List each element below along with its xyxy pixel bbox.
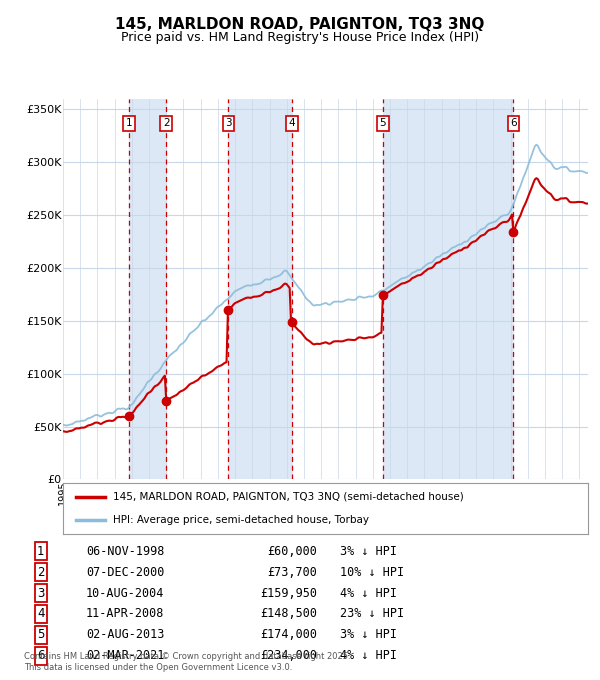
Text: £73,700: £73,700 (268, 566, 317, 579)
Text: 5: 5 (37, 628, 44, 641)
Text: 4: 4 (288, 118, 295, 129)
Text: 2: 2 (37, 566, 44, 579)
Text: £174,000: £174,000 (260, 628, 317, 641)
Text: £234,000: £234,000 (260, 649, 317, 662)
Text: 4% ↓ HPI: 4% ↓ HPI (340, 587, 397, 600)
Text: 3: 3 (37, 587, 44, 600)
Text: 10% ↓ HPI: 10% ↓ HPI (340, 566, 404, 579)
Text: 3: 3 (225, 118, 232, 129)
Text: 1: 1 (37, 545, 44, 558)
Text: 06-NOV-1998: 06-NOV-1998 (86, 545, 164, 558)
Text: £159,950: £159,950 (260, 587, 317, 600)
Text: Price paid vs. HM Land Registry's House Price Index (HPI): Price paid vs. HM Land Registry's House … (121, 31, 479, 44)
Text: 23% ↓ HPI: 23% ↓ HPI (340, 607, 404, 620)
Text: 07-DEC-2000: 07-DEC-2000 (86, 566, 164, 579)
Text: HPI: Average price, semi-detached house, Torbay: HPI: Average price, semi-detached house,… (113, 515, 369, 525)
Text: 2: 2 (163, 118, 170, 129)
Text: 145, MARLDON ROAD, PAIGNTON, TQ3 3NQ: 145, MARLDON ROAD, PAIGNTON, TQ3 3NQ (115, 17, 485, 32)
Text: 3% ↓ HPI: 3% ↓ HPI (340, 545, 397, 558)
Text: £60,000: £60,000 (268, 545, 317, 558)
Text: 11-APR-2008: 11-APR-2008 (86, 607, 164, 620)
Text: 4% ↓ HPI: 4% ↓ HPI (340, 649, 397, 662)
Bar (383, 99, 514, 479)
Bar (129, 99, 166, 479)
Text: 10-AUG-2004: 10-AUG-2004 (86, 587, 164, 600)
Text: 145, MARLDON ROAD, PAIGNTON, TQ3 3NQ (semi-detached house): 145, MARLDON ROAD, PAIGNTON, TQ3 3NQ (se… (113, 492, 464, 502)
Text: Contains HM Land Registry data © Crown copyright and database right 2025.
This d: Contains HM Land Registry data © Crown c… (24, 652, 350, 672)
Text: 1: 1 (126, 118, 133, 129)
Text: 5: 5 (380, 118, 386, 129)
Bar (229, 99, 292, 479)
Text: 6: 6 (510, 118, 517, 129)
Text: 02-AUG-2013: 02-AUG-2013 (86, 628, 164, 641)
Text: 6: 6 (37, 649, 44, 662)
Text: 02-MAR-2021: 02-MAR-2021 (86, 649, 164, 662)
Text: 4: 4 (37, 607, 44, 620)
Text: 3% ↓ HPI: 3% ↓ HPI (340, 628, 397, 641)
Text: £148,500: £148,500 (260, 607, 317, 620)
